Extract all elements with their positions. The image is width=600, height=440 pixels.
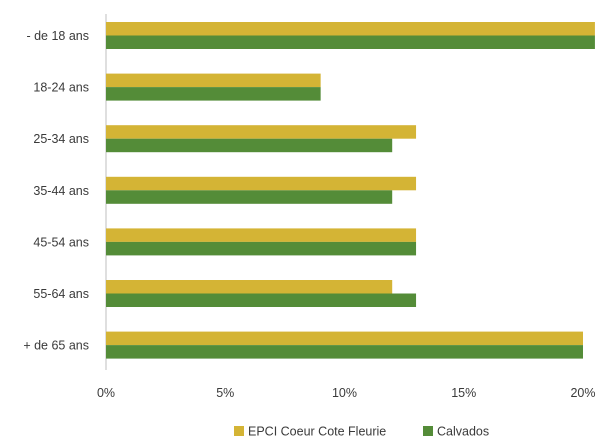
x-tick-label: 15% — [451, 386, 476, 400]
bar-calvados-6 — [106, 345, 583, 359]
x-tick-label: 5% — [216, 386, 234, 400]
bar-calvados-5 — [106, 293, 417, 307]
category-label: - de 18 ans — [26, 29, 89, 43]
legend-label-epci: EPCI Coeur Cote Fleurie — [248, 425, 386, 439]
bar-epci-2 — [106, 125, 417, 139]
x-tick-label: 10% — [332, 386, 357, 400]
bar-epci-6 — [106, 331, 583, 346]
legend: EPCI Coeur Cote Fleurie Calvados — [234, 425, 489, 439]
category-label: 45-54 ans — [33, 235, 89, 249]
category-labels: - de 18 ans 18-24 ans 25-34 ans 35-44 ans 45… — [23, 29, 89, 353]
bars-group — [106, 22, 595, 359]
bar-epci-3 — [106, 176, 417, 191]
bar-epci-1 — [106, 73, 321, 88]
bar-epci-0 — [106, 22, 595, 36]
category-label: 55-64 ans — [33, 287, 89, 301]
category-label: 35-44 ans — [33, 184, 89, 198]
bar-calvados-3 — [106, 190, 393, 204]
x-tick-label: 0% — [97, 386, 115, 400]
bar-epci-4 — [106, 228, 417, 242]
category-label: 18-24 ans — [33, 81, 89, 95]
category-label: 25-34 ans — [33, 132, 89, 146]
legend-swatch-calvados — [423, 426, 433, 436]
category-label: + de 65 ans — [23, 339, 89, 353]
bar-calvados-2 — [106, 138, 393, 153]
bar-epci-5 — [106, 280, 393, 294]
bar-calvados-1 — [106, 87, 321, 101]
legend-swatch-epci — [234, 426, 244, 436]
legend-label-calvados: Calvados — [437, 425, 489, 439]
bar-calvados-0 — [106, 35, 595, 49]
x-tick-labels: 0% 5% 10% 15% 20% — [97, 386, 596, 400]
bar-calvados-4 — [106, 241, 417, 256]
x-tick-label: 20% — [570, 386, 595, 400]
